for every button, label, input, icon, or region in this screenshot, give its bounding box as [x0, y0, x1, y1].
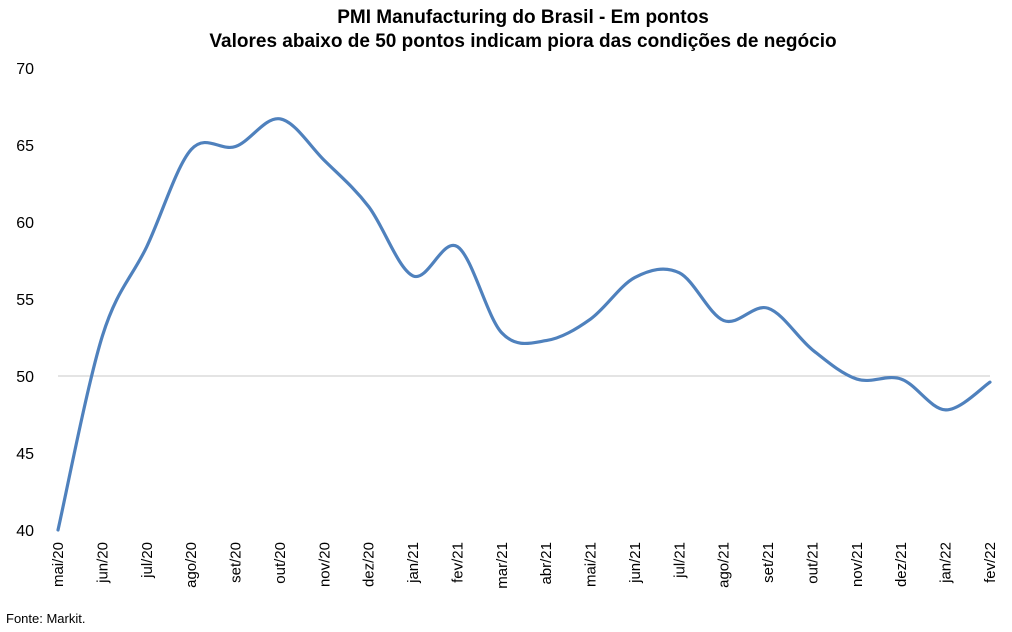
- chart-title-main: PMI Manufacturing do Brasil - Em pontos: [337, 7, 709, 28]
- x-tick-label: jul/21: [671, 542, 688, 579]
- y-tick-label: 55: [16, 292, 34, 309]
- y-tick-label: 45: [16, 446, 34, 463]
- x-tick-label: jan/21: [405, 542, 422, 584]
- x-tick-label: jan/22: [938, 542, 955, 584]
- x-tick-label: set/20: [228, 542, 245, 583]
- x-tick-label: ago/20: [183, 542, 200, 588]
- chart-subtitle: Valores abaixo de 50 pontos indicam pior…: [209, 31, 837, 52]
- x-tick-label: mar/21: [494, 542, 511, 589]
- x-tick-label: mai/21: [583, 542, 600, 587]
- x-tick-label: nov/20: [316, 542, 333, 587]
- source-note: Fonte: Markit.: [6, 611, 86, 626]
- x-axis-ticks: mai/20 jun/20 jul/20 ago/20 set/20 out/20 nov/…: [50, 542, 999, 589]
- x-tick-label: fev/21: [449, 542, 466, 583]
- x-tick-label: out/21: [804, 542, 821, 584]
- x-tick-label: nov/21: [849, 542, 866, 587]
- x-tick-label: abr/21: [538, 542, 555, 585]
- y-tick-label: 40: [16, 523, 34, 540]
- y-tick-label: 65: [16, 138, 34, 155]
- x-tick-label: mai/20: [50, 542, 67, 587]
- chart-title: PMI Manufacturing do Brasil - Em pontos …: [0, 6, 1012, 54]
- y-tick-label: 50: [16, 369, 34, 386]
- x-tick-label: ago/21: [716, 542, 733, 588]
- series-group: [56, 117, 992, 532]
- x-tick-label: out/20: [272, 542, 289, 584]
- x-tick-label: jul/20: [139, 542, 156, 579]
- y-tick-label: 70: [16, 61, 34, 78]
- x-tick-label: dez/20: [361, 542, 378, 587]
- series-line: [56, 117, 992, 532]
- x-tick-label: jun/20: [94, 542, 111, 584]
- x-tick-label: dez/21: [893, 542, 910, 587]
- x-tick-label: set/21: [760, 542, 777, 583]
- x-tick-label: fev/22: [982, 542, 999, 583]
- y-axis-ticks: 40 45 50 55 60 65 70: [16, 61, 34, 540]
- x-tick-label: jun/21: [627, 542, 644, 584]
- y-tick-label: 60: [16, 215, 34, 232]
